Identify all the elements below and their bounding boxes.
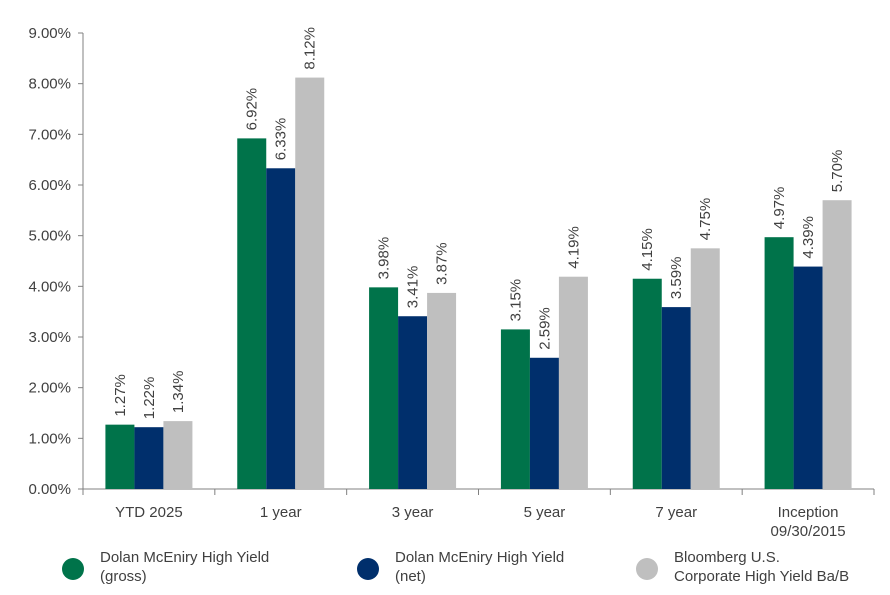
y-tick-label: 0.00% xyxy=(28,481,71,498)
bar xyxy=(295,77,325,489)
bar xyxy=(822,200,852,489)
bar xyxy=(266,168,296,489)
bar-value-label: 4.19% xyxy=(565,226,582,269)
bar-value-label: 1.27% xyxy=(112,374,129,417)
x-axis: YTD 2025 1 year 3 year 5 year 7 year Inceptio… xyxy=(82,488,875,540)
bars xyxy=(105,77,852,490)
bar xyxy=(500,329,530,489)
bar-value-label: 3.41% xyxy=(405,266,422,309)
bar xyxy=(793,266,823,489)
bar-value-label: 2.59% xyxy=(536,307,553,350)
bar xyxy=(632,278,662,489)
bar-value-label: 6.92% xyxy=(244,88,261,131)
bar xyxy=(105,424,135,489)
bar-value-label: 3.87% xyxy=(434,242,451,285)
bar xyxy=(661,307,691,489)
legend-swatch-benchmark xyxy=(636,558,658,580)
bar-value-label: 8.12% xyxy=(302,27,319,70)
bar-value-label: 4.97% xyxy=(771,187,788,230)
y-tick-label: 4.00% xyxy=(28,278,71,295)
bar xyxy=(237,138,267,490)
legend-swatch-net xyxy=(357,558,379,580)
bar xyxy=(690,248,720,489)
bar-value-label: 1.22% xyxy=(141,377,158,420)
bar-value-label: 5.70% xyxy=(829,150,846,193)
bar-value-label: 1.34% xyxy=(170,371,187,414)
y-tick-label: 8.00% xyxy=(28,76,71,93)
x-tick-label: 1 year xyxy=(260,504,302,521)
bar xyxy=(398,316,428,489)
legend-swatch-gross xyxy=(62,558,84,580)
y-tick-label: 6.00% xyxy=(28,177,71,194)
y-axis: 0.00% 1.00% 2.00% 3.00% 4.00% 5.00% 6.00% 7.00%… xyxy=(28,25,84,498)
bar-value-label: 6.33% xyxy=(273,118,290,161)
x-tick-label: YTD 2025 xyxy=(115,504,183,521)
legend-label-benchmark: Bloomberg U.S. Corporate High Yield Ba/B xyxy=(674,549,850,585)
bar xyxy=(558,276,588,489)
bar xyxy=(764,237,794,489)
bar-value-label: 4.75% xyxy=(697,198,714,241)
bar xyxy=(163,421,193,489)
bar xyxy=(369,287,399,489)
y-tick-label: 9.00% xyxy=(28,25,71,42)
legend-label-net: Dolan McEniry High Yield (net) xyxy=(395,549,565,585)
y-tick-label: 1.00% xyxy=(28,430,71,447)
bar xyxy=(134,427,164,489)
bar-value-label: 3.98% xyxy=(376,237,393,280)
legend-label-gross: Dolan McEniry High Yield (gross) xyxy=(100,549,270,585)
bar-chart: 0.00% 1.00% 2.00% 3.00% 4.00% 5.00% 6.00% 7.00%… xyxy=(28,25,875,540)
x-tick-label: 7 year xyxy=(655,504,697,521)
y-tick-label: 7.00% xyxy=(28,126,71,143)
legend-item-benchmark: Bloomberg U.S. Corporate High Yield Ba/B xyxy=(636,548,849,586)
bar xyxy=(427,292,457,489)
x-tick-label: Inception 09/30/2015 xyxy=(771,504,846,540)
y-tick-label: 5.00% xyxy=(28,228,71,245)
y-tick-label: 3.00% xyxy=(28,329,71,346)
bar-value-label: 4.15% xyxy=(639,228,656,271)
legend: Dolan McEniry High Yield (gross) Dolan M… xyxy=(0,548,890,595)
bar-value-label: 4.39% xyxy=(800,216,817,259)
bar xyxy=(529,357,559,489)
legend-item-net: Dolan McEniry High Yield (net) xyxy=(357,548,564,586)
legend-item-gross: Dolan McEniry High Yield (gross) xyxy=(62,548,269,586)
x-tick-label: 3 year xyxy=(392,504,434,521)
y-tick-label: 2.00% xyxy=(28,380,71,397)
x-tick-label: 5 year xyxy=(524,504,566,521)
bar-value-label: 3.15% xyxy=(507,279,524,322)
bar-value-label: 3.59% xyxy=(668,257,685,300)
data-labels: 1.27% 6.92% 3.98% 3.15% 4.15% 4.97% 1.22% 6.33%… xyxy=(112,27,846,419)
